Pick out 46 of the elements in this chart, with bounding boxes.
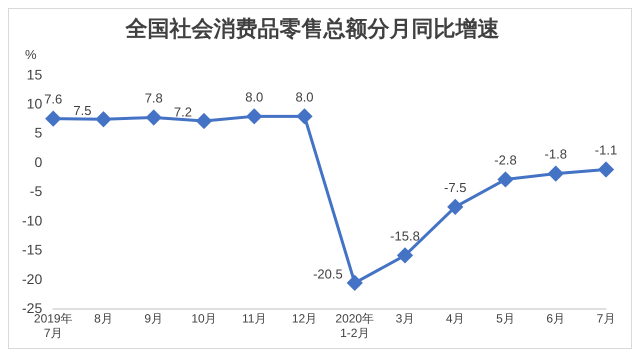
- point: [598, 162, 614, 178]
- text: 8.0: [245, 89, 264, 104]
- point: [347, 275, 362, 290]
- point: [498, 172, 513, 187]
- text: 7.5: [73, 102, 92, 118]
- point: [46, 111, 61, 126]
- y-tick-label: 0: [34, 154, 42, 170]
- y-tick-label: -15: [22, 242, 42, 258]
- text: -15.8: [390, 228, 420, 244]
- x-tick-label: 2020年 1-2月: [335, 312, 374, 340]
- x-tick-label: 2019年 7月: [34, 312, 73, 340]
- text: -1.8: [544, 146, 567, 162]
- point: [296, 108, 312, 124]
- text: 7.8: [144, 90, 163, 106]
- point: [146, 110, 162, 125]
- text: -1.1: [594, 142, 618, 158]
- x-tick-label: 4月: [446, 312, 465, 326]
- x-tick-label: 9月: [144, 312, 164, 326]
- point: [448, 199, 463, 214]
- y-tick-label: 5: [34, 124, 42, 141]
- x-tick-label: 10月: [191, 312, 217, 326]
- x-tick-label: 12月: [292, 312, 318, 326]
- x-tick-label: 5月: [496, 312, 515, 326]
- point: [196, 113, 212, 128]
- y-tick-label: -10: [22, 212, 42, 228]
- point: [96, 112, 111, 127]
- y-axis-title: %: [25, 47, 37, 62]
- x-tick-label: 6月: [546, 312, 566, 326]
- text: -2.8: [494, 152, 517, 168]
- y-tick-label: 15: [26, 66, 42, 82]
- text: 8.0: [295, 89, 314, 104]
- point: [397, 248, 412, 263]
- chart-title: 全国社会消费品零售总额分月同比增速: [124, 16, 500, 42]
- x-tick-label: 7月: [596, 312, 616, 326]
- x-tick-label: 3月: [396, 312, 414, 326]
- point: [548, 166, 564, 182]
- y-tick-label: 10: [26, 95, 42, 112]
- text: -7.5: [444, 180, 466, 195]
- y-tick-label: -20: [22, 270, 42, 287]
- y-tick-label: -5: [30, 183, 42, 200]
- text: 7.6: [44, 92, 62, 107]
- text: -20.5: [313, 266, 343, 282]
- text: 7.2: [174, 104, 192, 120]
- x-tick-label: 11月: [242, 312, 266, 326]
- point: [246, 108, 262, 124]
- x-tick-label: 8月: [94, 312, 113, 326]
